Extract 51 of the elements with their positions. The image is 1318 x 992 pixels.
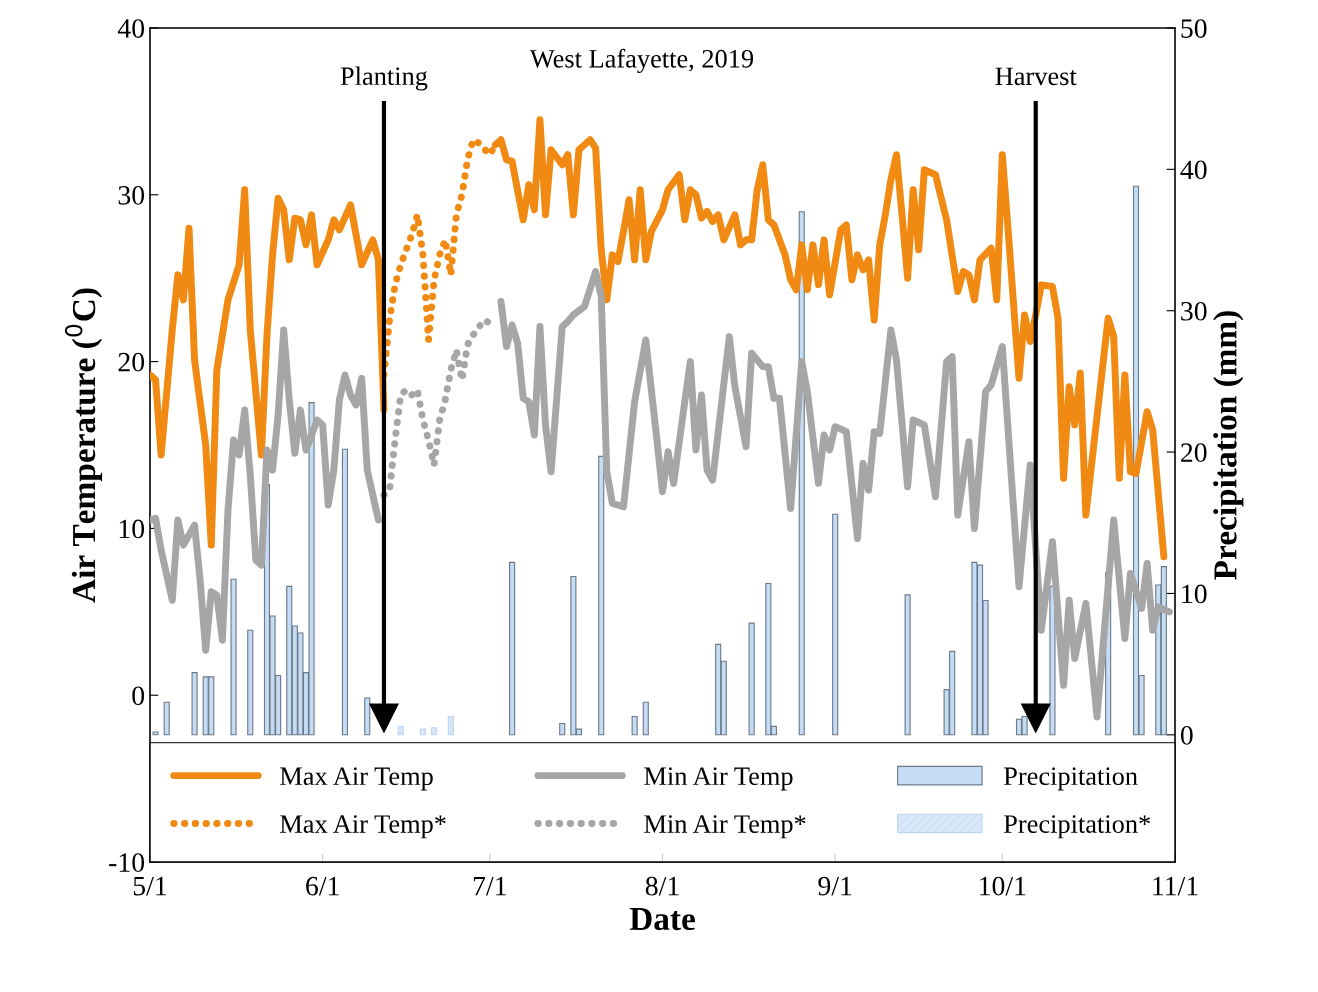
- bar: [1049, 585, 1056, 736]
- bar: [832, 513, 839, 736]
- text: West Lafayette, 2019: [529, 48, 754, 74]
- bar: [642, 701, 649, 736]
- bar: [397, 725, 404, 736]
- bar: [191, 672, 198, 736]
- x-tick-label: 9/1: [818, 876, 852, 896]
- y2-axis-title: Precipitation (mm): [1213, 311, 1244, 580]
- bar: [447, 715, 454, 736]
- bar: [247, 629, 254, 736]
- bar: [904, 594, 911, 736]
- bar: [748, 622, 755, 736]
- x-tick-label: 10/1: [980, 876, 1026, 896]
- bar: [509, 561, 516, 736]
- y2-tick-label: 40: [1180, 160, 1207, 180]
- y-tick-label: 0: [132, 686, 145, 706]
- x-tick-label: 8/1: [645, 876, 679, 896]
- y-axis-title: Air Temperature ($^{0}$C): [64, 288, 103, 603]
- legend-label: Min Air Temp*: [644, 815, 806, 839]
- bar: [598, 455, 605, 736]
- bar: [419, 728, 427, 736]
- y2-tick-label: 30: [1181, 301, 1207, 321]
- legend-label: Precipitation*: [1003, 815, 1150, 839]
- bar: [230, 578, 237, 736]
- legend-label: Max Air Temp*: [280, 815, 446, 839]
- y2-tick-label: 10: [1182, 584, 1207, 604]
- x-tick-label: 5/1: [133, 876, 167, 896]
- y-tick-label: 30: [118, 185, 145, 205]
- y-tick-label: 10: [119, 519, 145, 539]
- x-tick-label: 7/1: [473, 876, 506, 896]
- ref-line-label: Planting: [340, 66, 428, 91]
- legend-label: Min Air Temp: [644, 767, 793, 791]
- ref-line-label: Harvest: [995, 67, 1077, 86]
- bar: [364, 697, 371, 736]
- legend-label: Precipitation: [1003, 767, 1138, 791]
- y2-tick-label: 0: [1180, 725, 1193, 745]
- bar: [163, 701, 170, 736]
- bar: [431, 727, 438, 736]
- bar: [631, 715, 638, 736]
- y-tick-label: 40: [117, 19, 145, 38]
- y-tick-label: -10: [109, 853, 145, 872]
- x-tick-label: 11/1: [1153, 876, 1198, 896]
- y2-tick-label: 50: [1181, 19, 1207, 38]
- y-tick-label: 20: [118, 352, 145, 372]
- y2-tick-label: 20: [1181, 443, 1207, 462]
- bar: [341, 448, 349, 736]
- x-tick-label: 6/1: [306, 876, 339, 896]
- bar: [152, 731, 159, 736]
- legend-label: Max Air Temp: [280, 767, 433, 791]
- x-axis-title: Date: [629, 907, 695, 931]
- bar: [559, 722, 566, 736]
